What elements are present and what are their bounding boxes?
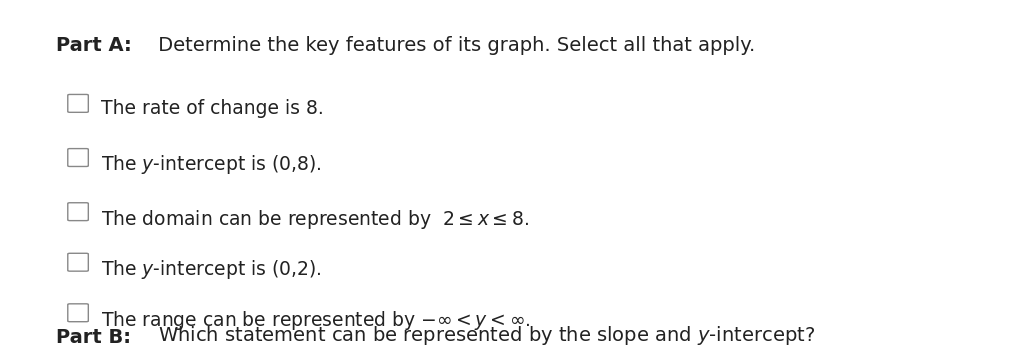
Text: The range can be represented by $-\infty < y < \infty$.: The range can be represented by $-\infty… [101, 309, 530, 332]
Text: The $y$-intercept is (0,2).: The $y$-intercept is (0,2). [101, 258, 321, 281]
Text: Which statement can be represented by the slope and $y$-intercept?: Which statement can be represented by th… [152, 323, 815, 347]
Text: Part A:: Part A: [56, 36, 132, 55]
Text: Determine the key features of its graph. Select all that apply.: Determine the key features of its graph.… [152, 36, 755, 55]
FancyBboxPatch shape [68, 203, 88, 221]
Text: Part B:: Part B: [56, 327, 131, 347]
Text: The $y$-intercept is (0,8).: The $y$-intercept is (0,8). [101, 153, 321, 177]
FancyBboxPatch shape [68, 149, 88, 166]
Text: The domain can be represented by  $2 \leq x \leq 8$.: The domain can be represented by $2 \leq… [101, 208, 529, 231]
FancyBboxPatch shape [68, 304, 88, 322]
Text: The rate of change is 8.: The rate of change is 8. [101, 99, 324, 118]
FancyBboxPatch shape [68, 95, 88, 112]
FancyBboxPatch shape [68, 253, 88, 271]
